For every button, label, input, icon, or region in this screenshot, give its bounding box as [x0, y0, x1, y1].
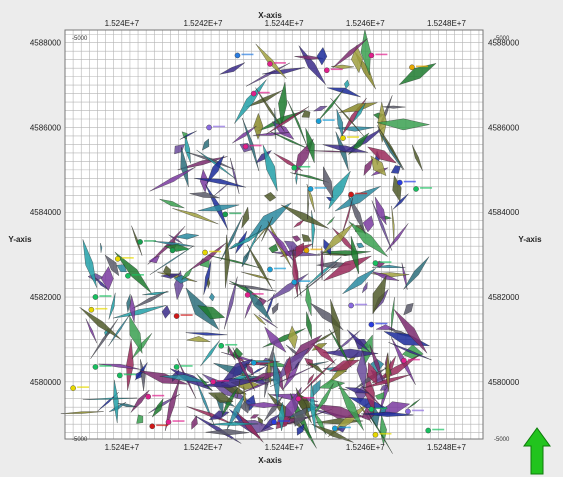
x-tick-labels-top: 1.524E+7 1.5242E+7 1.5244E+7 1.5246E+7 1.524…	[105, 19, 467, 28]
x-tick-label: 1.5246E+7	[346, 19, 385, 28]
x-tick-label: 1.5242E+7	[184, 443, 223, 452]
x-axis-title-top: X-axis	[258, 11, 282, 20]
north-arrow-icon	[524, 428, 550, 474]
y-tick-label: 4582000	[30, 293, 62, 302]
y-tick-label: 4586000	[488, 123, 520, 132]
x-tick-label: 1.5244E+7	[265, 443, 304, 452]
y-tick-label: 4588000	[30, 39, 62, 48]
x-axis-title-bottom: X-axis	[258, 456, 282, 465]
x-tick-label: 1.5248E+7	[427, 19, 466, 28]
y-tick-label: 4582000	[488, 293, 520, 302]
x-tick-label: 1.524E+7	[105, 443, 140, 452]
y-axis-title-left: Y-axis	[8, 235, 32, 244]
y-tick-label: 4584000	[488, 208, 520, 217]
x-tick-label: 1.5242E+7	[184, 19, 223, 28]
corner-label-top-left: -5000	[72, 36, 88, 42]
y-tick-label: 4580000	[30, 378, 62, 387]
corner-label-top-right: -5000	[494, 36, 510, 42]
y-tick-labels-right: 45800004582000458400045860004588000	[488, 39, 520, 387]
x-tick-label: 1.5248E+7	[427, 443, 466, 452]
x-tick-label: 1.5244E+7	[265, 19, 304, 28]
x-tick-label: 1.5246E+7	[346, 443, 385, 452]
corner-label-bottom-right: -5000	[494, 437, 510, 443]
y-axis-title-right: Y-axis	[518, 235, 542, 244]
x-tick-label: 1.524E+7	[105, 19, 140, 28]
corner-label-bottom-left: -5000	[72, 437, 88, 443]
y-tick-labels-left: 4580000 4582000 4584000 4586000 4588000	[30, 39, 62, 387]
y-tick-label: 4584000	[30, 208, 62, 217]
x-tick-labels-bottom: 1.524E+7 1.5242E+7 1.5244E+7 1.5246E+7 1.524…	[105, 443, 467, 452]
y-tick-label: 4580000	[488, 378, 520, 387]
y-tick-label: 4586000	[30, 123, 62, 132]
